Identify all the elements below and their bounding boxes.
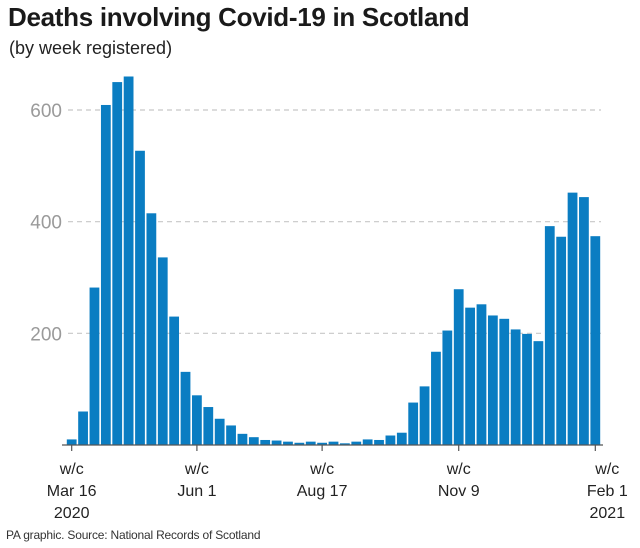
bar <box>157 257 168 445</box>
bar <box>533 341 544 445</box>
bar <box>579 197 589 445</box>
bar <box>100 104 111 445</box>
bar <box>260 439 271 445</box>
x-tick-label: w/c <box>59 461 84 478</box>
bar <box>499 318 510 445</box>
y-tick-label: 400 <box>30 213 62 234</box>
bar <box>283 441 293 445</box>
bar <box>248 437 259 445</box>
bar <box>374 439 384 445</box>
bar <box>556 236 567 445</box>
bar <box>385 435 396 445</box>
bar <box>180 371 191 445</box>
tick-labels: 200 400 600 w/c Mar 16 2020 w/c Jun 1 w/c Aug 17 w… <box>30 101 628 522</box>
bar <box>89 287 100 445</box>
bars <box>66 76 601 445</box>
x-tick-label: w/c <box>594 461 619 478</box>
x-tick-label: 2020 <box>54 505 90 522</box>
chart-subtitle: (by week registered) <box>9 38 173 58</box>
bar <box>271 440 282 445</box>
bar <box>465 307 475 445</box>
bar <box>510 329 521 445</box>
x-tick-label: Jun 1 <box>177 483 216 500</box>
bar <box>442 330 453 445</box>
bar <box>305 441 316 445</box>
bar <box>453 289 464 445</box>
bar <box>339 443 350 445</box>
bar <box>214 418 225 445</box>
bar <box>362 439 373 445</box>
bar <box>590 236 601 445</box>
bar <box>169 316 180 445</box>
bar <box>66 439 77 445</box>
source-note: PA graphic. Source: National Records of … <box>6 528 261 542</box>
x-tick-label: Aug 17 <box>297 483 348 500</box>
bar <box>567 192 578 445</box>
x-tick-label: w/c <box>446 461 471 478</box>
x-tick-label: 2021 <box>590 505 626 522</box>
chart-title: Deaths involving Covid-19 in Scotland <box>8 2 470 32</box>
bar <box>431 351 441 445</box>
x-tick-label: w/c <box>309 461 334 478</box>
bar <box>396 432 407 445</box>
bar <box>123 76 134 445</box>
bar <box>192 395 202 445</box>
bar <box>317 442 328 445</box>
bar <box>419 386 430 445</box>
bar <box>476 304 487 445</box>
bar <box>544 226 555 445</box>
x-axis <box>62 444 603 451</box>
bar <box>522 333 532 445</box>
bar <box>226 425 236 445</box>
bar <box>294 442 305 445</box>
bar <box>78 411 88 445</box>
x-tick-label: w/c <box>184 461 209 478</box>
x-tick-label: Feb 1 <box>587 483 628 500</box>
bar <box>203 407 214 445</box>
bar <box>237 433 248 445</box>
y-tick-label: 600 <box>30 101 62 122</box>
bar <box>351 441 362 445</box>
bar <box>487 315 498 445</box>
bar <box>146 213 157 445</box>
bar <box>112 82 123 445</box>
bar <box>408 402 419 445</box>
bar <box>328 441 339 445</box>
y-tick-label: 200 <box>30 324 62 345</box>
x-tick-label: Mar 16 <box>47 483 97 500</box>
x-tick-label: Nov 9 <box>438 483 480 500</box>
bar <box>135 150 145 445</box>
